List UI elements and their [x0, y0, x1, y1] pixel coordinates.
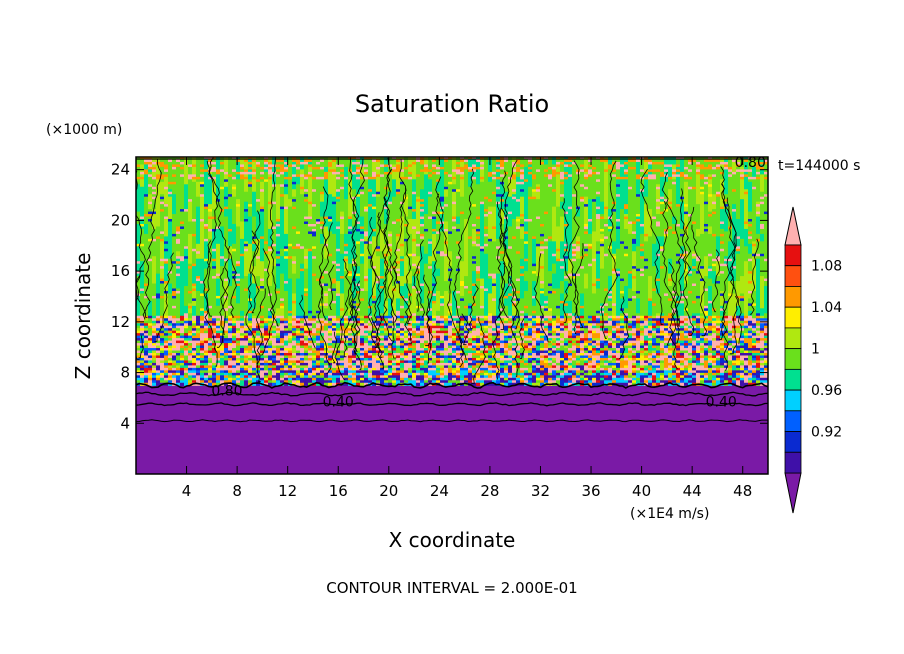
x-tick-label-2: 12 — [278, 482, 297, 500]
y-axis-label: Z coordinate — [71, 253, 95, 380]
time-label: t=144000 s — [778, 158, 860, 174]
colorbar-segment-5 — [784, 348, 802, 370]
x-axis-ticks: 4 8 12 16 20 24 28 32 36 40 44 48 — [182, 157, 752, 500]
contour-label-0: 0.80 — [211, 383, 242, 399]
colorbar-segment-4 — [784, 327, 802, 350]
x-tick-label-3: 16 — [329, 482, 348, 500]
colorbar-segment-8 — [784, 410, 802, 432]
plot-frame — [135, 156, 769, 475]
x-tick-label-7: 32 — [531, 482, 550, 500]
colorbar-segment-1 — [784, 265, 802, 287]
colorbar-label-0: 0.92 — [811, 425, 842, 441]
contour-label-2: 0.40 — [706, 395, 737, 411]
y-tick-label-4: 20 — [111, 211, 130, 229]
colorbar-segment-9 — [784, 431, 802, 453]
dry-layer — [136, 385, 768, 474]
colorbar-labels: 0.92 0.96 1 1.04 1.08 — [811, 259, 842, 441]
x-tick-label-0: 4 — [182, 482, 192, 500]
contour-interval-footer: CONTOUR INTERVAL = 2.000E-01 — [326, 579, 577, 597]
colorbar — [784, 206, 802, 514]
y-tick-label-1: 8 — [120, 364, 130, 382]
y-tick-label-2: 12 — [111, 313, 130, 331]
x-tick-label-10: 44 — [683, 482, 702, 500]
contour-label-1: 0.40 — [323, 395, 354, 411]
saturation-field — [136, 157, 768, 474]
colorbar-segment-6 — [784, 368, 802, 391]
colorbar-segment-10 — [784, 451, 802, 474]
y-axis-ticks: 4 8 12 16 20 24 — [111, 161, 768, 432]
y-tick-label-0: 4 — [120, 414, 130, 432]
colorbar-segment-0 — [784, 244, 802, 267]
x-tick-label-5: 24 — [430, 482, 449, 500]
colorbar-label-3: 1.04 — [811, 300, 842, 316]
x-tick-label-6: 28 — [480, 482, 499, 500]
y-tick-label-5: 24 — [111, 161, 130, 179]
x-tick-label-8: 36 — [581, 482, 600, 500]
colorbar-label-1: 0.96 — [811, 383, 842, 399]
chart-title: Saturation Ratio — [355, 90, 549, 118]
x-tick-label-9: 40 — [632, 482, 651, 500]
y-units-label: (×1000 m) — [46, 122, 122, 138]
colorbar-label-2: 1 — [811, 342, 820, 358]
colorbar-segment-7 — [784, 389, 802, 412]
x-tick-label-11: 48 — [733, 482, 752, 500]
colorbar-top-arrow — [784, 206, 802, 246]
colorbar-bottom-arrow — [784, 472, 802, 514]
x-units-label: (×1E4 m/s) — [630, 506, 709, 522]
y-tick-label-3: 16 — [111, 262, 130, 280]
colorbar-segment-2 — [784, 286, 802, 308]
x-axis-label: X coordinate — [389, 528, 516, 552]
x-tick-label-4: 20 — [379, 482, 398, 500]
x-tick-label-1: 8 — [232, 482, 242, 500]
colorbar-label-4: 1.08 — [811, 259, 842, 275]
colorbar-segment-3 — [784, 306, 802, 329]
